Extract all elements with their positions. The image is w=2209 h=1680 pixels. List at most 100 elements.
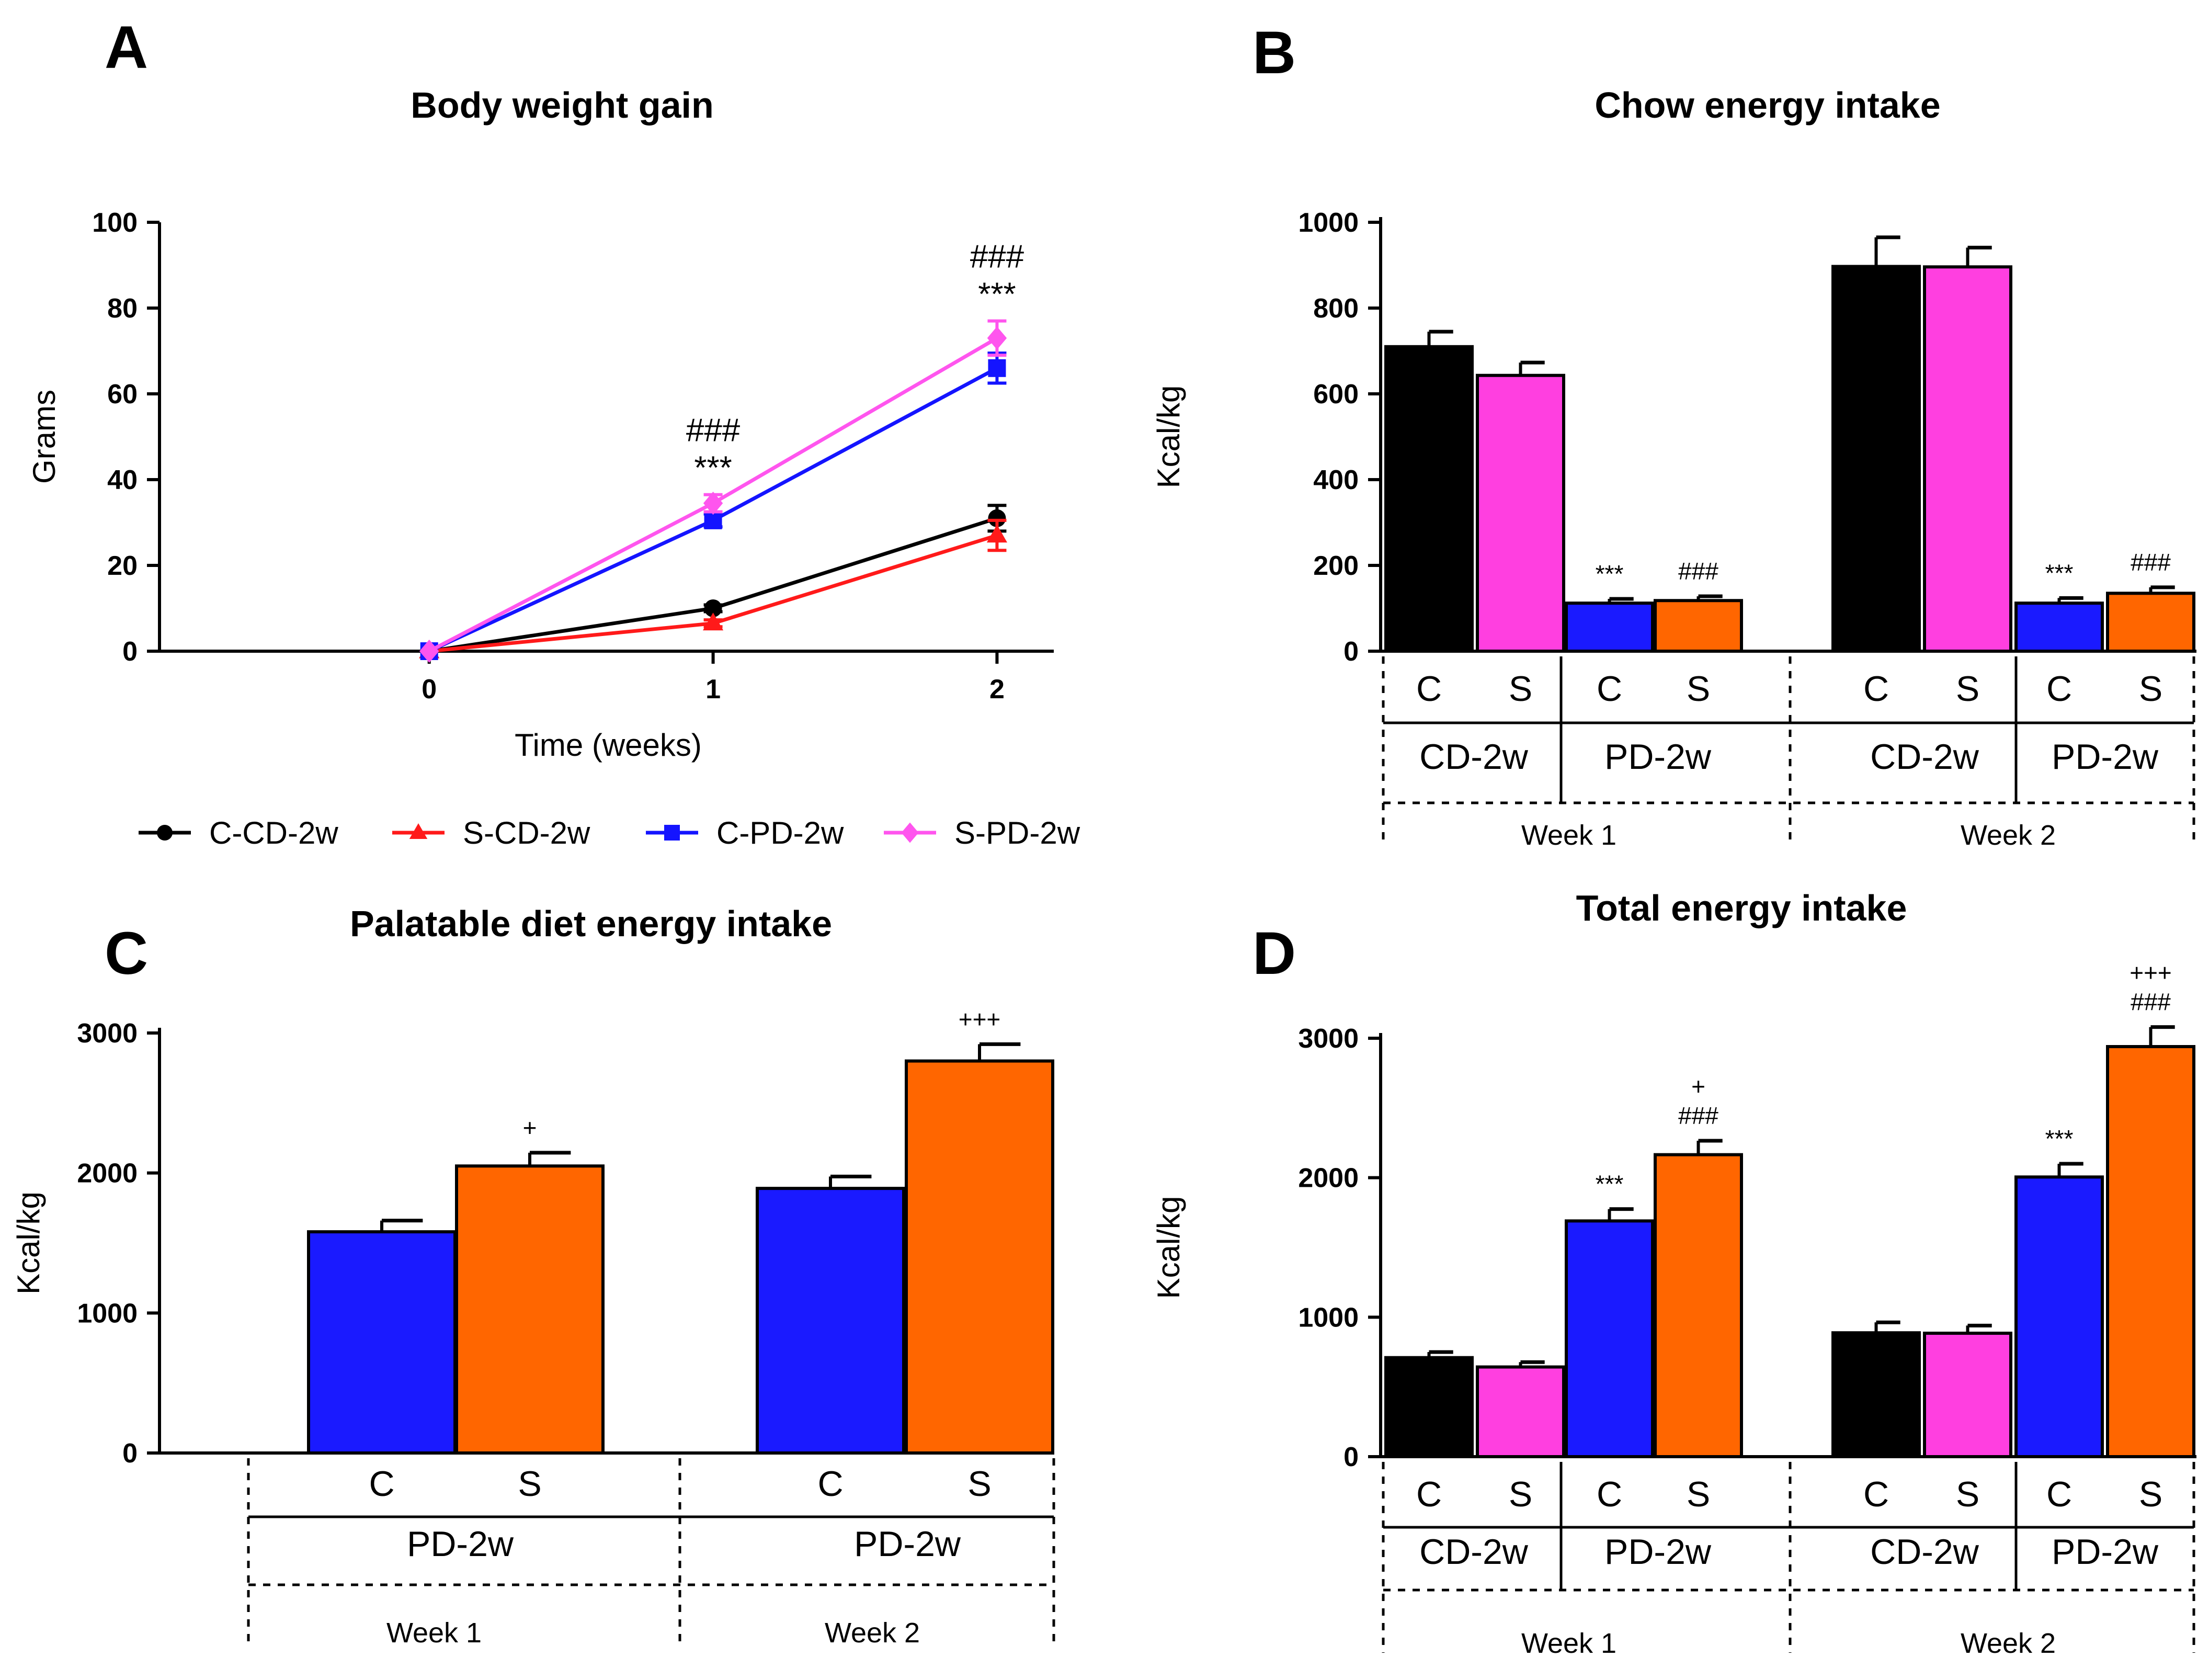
category-label: C bbox=[1597, 669, 1622, 709]
bar-week2-pd-2w-s bbox=[2106, 1045, 2195, 1458]
legend-label: S-PD-2w bbox=[954, 815, 1080, 850]
legend: C-CD-2w S-CD-2w C-PD-2w S-PD-2w bbox=[139, 815, 1080, 850]
chart-title: Total energy intake bbox=[1576, 888, 1907, 928]
y-axis-title: Kcal/kg bbox=[11, 1191, 46, 1295]
series-S-PD-2w bbox=[419, 319, 1007, 663]
y-tick-label: 100 bbox=[92, 208, 138, 238]
category-label: C bbox=[369, 1464, 394, 1504]
category-label: C bbox=[1863, 1474, 1889, 1514]
data-point bbox=[987, 326, 1007, 350]
category-label: S bbox=[1956, 1474, 1979, 1514]
panel-letter-a: A bbox=[105, 14, 148, 81]
y-tick-label: 800 bbox=[1313, 293, 1359, 324]
significance-label: *** bbox=[694, 450, 732, 486]
diet-label: CD-2w bbox=[1870, 737, 1979, 777]
significance-label: *** bbox=[978, 277, 1016, 313]
bar-week1-cd-2w-c bbox=[1384, 345, 1474, 653]
data-point bbox=[704, 599, 722, 617]
chart-title: Chow energy intake bbox=[1595, 85, 1940, 126]
diet-label: PD-2w bbox=[1604, 737, 1712, 777]
category-label: C bbox=[817, 1464, 843, 1504]
y-tick-label: 1000 bbox=[77, 1298, 138, 1329]
bar-week2-cd-2w-s bbox=[1923, 265, 2012, 653]
category-label: C bbox=[2046, 1474, 2072, 1514]
significance-label: *** bbox=[2045, 559, 2074, 586]
x-tick-label: 0 bbox=[422, 674, 437, 705]
y-tick-label: 0 bbox=[122, 637, 138, 667]
data-point bbox=[664, 825, 680, 841]
y-tick-label: 600 bbox=[1313, 379, 1359, 410]
y-tick-label: 3000 bbox=[1298, 1024, 1359, 1054]
data-point bbox=[419, 639, 439, 663]
y-tick-label: 60 bbox=[107, 379, 138, 410]
y-tick-label: 1000 bbox=[1298, 1302, 1359, 1333]
category-label: C bbox=[1416, 669, 1442, 709]
bar-week2-pd-2w-s bbox=[905, 1059, 1054, 1455]
category-label: C bbox=[2046, 669, 2072, 709]
y-tick-label: 0 bbox=[1343, 637, 1359, 667]
category-label: S bbox=[518, 1464, 541, 1504]
significance-label: +++ bbox=[959, 1005, 1001, 1032]
category-label: S bbox=[1509, 1474, 1532, 1514]
bar-week2-cd-2w-s bbox=[1923, 1332, 2012, 1458]
diet-label: PD-2w bbox=[1604, 1532, 1712, 1572]
bar-week2-cd-2w-c bbox=[1831, 1331, 1921, 1458]
data-point bbox=[157, 825, 173, 841]
y-axis-title: Kcal/kg bbox=[1151, 385, 1186, 489]
category-label: S bbox=[1687, 1474, 1710, 1514]
significance-label: ### bbox=[2131, 989, 2171, 1016]
data-point bbox=[988, 359, 1006, 377]
bar-week2-pd-2w-s bbox=[2106, 592, 2195, 653]
week-label: Week 1 bbox=[1521, 1628, 1616, 1659]
bar-week1-pd-2w-s bbox=[1654, 599, 1743, 653]
significance-label: ### bbox=[2131, 549, 2171, 576]
y-axis-title: Kcal/kg bbox=[1151, 1196, 1186, 1299]
y-tick-label: 200 bbox=[1313, 551, 1359, 581]
y-tick-label: 1000 bbox=[1298, 208, 1359, 238]
chart-title: Palatable diet energy intake bbox=[350, 903, 832, 944]
y-tick-label: 3000 bbox=[77, 1018, 138, 1049]
diet-label: PD-2w bbox=[407, 1524, 514, 1564]
bar-week2-cd-2w-c bbox=[1831, 265, 1921, 653]
y-axis-title: Grams bbox=[27, 390, 62, 484]
legend-label: C-PD-2w bbox=[716, 815, 844, 850]
category-label: C bbox=[1416, 1474, 1442, 1514]
bar-week2-pd-2w-c bbox=[756, 1187, 905, 1455]
significance-label: *** bbox=[1596, 560, 1624, 587]
category-label: S bbox=[2139, 669, 2162, 709]
y-tick-label: 2000 bbox=[77, 1159, 138, 1189]
significance-label: ### bbox=[1678, 1102, 1718, 1129]
significance-label: + bbox=[523, 1114, 537, 1141]
y-tick-label: 0 bbox=[1343, 1442, 1359, 1472]
data-point bbox=[901, 822, 919, 843]
bar-week1-pd-2w-c bbox=[1565, 601, 1654, 653]
x-tick-label: 1 bbox=[705, 674, 721, 705]
week-label: Week 1 bbox=[386, 1617, 482, 1649]
y-tick-label: 40 bbox=[107, 465, 138, 495]
series-line bbox=[429, 516, 998, 653]
category-label: S bbox=[1687, 669, 1710, 709]
panel-letter-b: B bbox=[1252, 19, 1296, 86]
legend-label: C-CD-2w bbox=[209, 815, 338, 850]
diet-label: PD-2w bbox=[854, 1524, 961, 1564]
panel-a-line-chart: Body weight gain 0 20 40 60 80 100 0 1 2 Time (wee… bbox=[27, 85, 1080, 850]
bar-week1-cd-2w-s bbox=[1476, 1365, 1565, 1459]
diet-label: PD-2w bbox=[2052, 1532, 2159, 1572]
significance-label: ### bbox=[970, 239, 1024, 275]
diet-label: PD-2w bbox=[2052, 737, 2159, 777]
category-label: S bbox=[2139, 1474, 2162, 1514]
bar-week2-pd-2w-c bbox=[2014, 601, 2104, 653]
data-point bbox=[409, 823, 428, 839]
category-label: S bbox=[1956, 669, 1979, 709]
data-point bbox=[703, 492, 723, 515]
data-point bbox=[988, 509, 1006, 527]
significance-label: +++ bbox=[2130, 959, 2172, 986]
panel-b-bar-chart: Chow energy intake Kcal/kg 0 200 400 600 800 10… bbox=[1151, 85, 2196, 851]
y-tick-label: 80 bbox=[107, 293, 138, 324]
category-label: S bbox=[967, 1464, 991, 1504]
x-axis-title: Time (weeks) bbox=[515, 728, 702, 763]
data-point bbox=[703, 612, 724, 631]
data-point bbox=[986, 525, 1007, 543]
x-tick-label: 2 bbox=[989, 674, 1005, 705]
